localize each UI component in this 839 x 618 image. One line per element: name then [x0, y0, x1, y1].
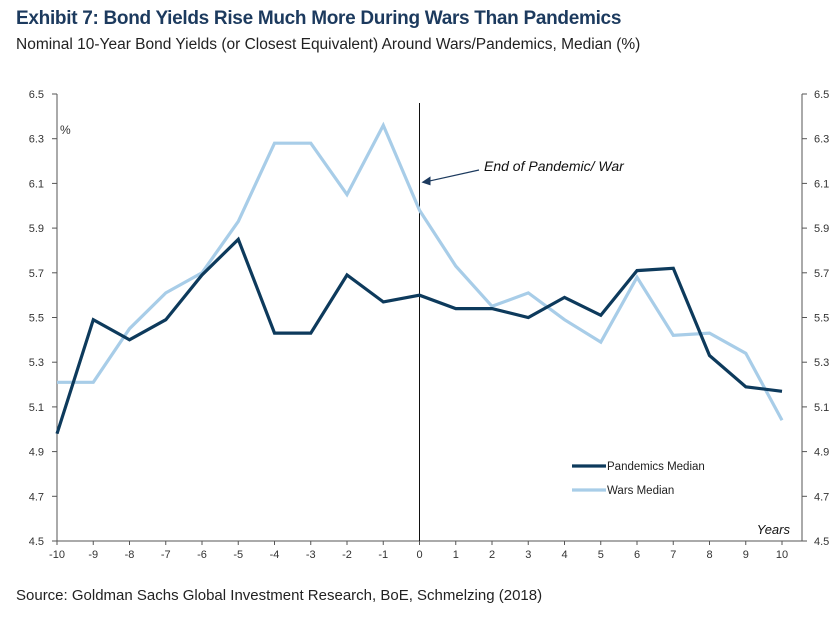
x-tick-label: 1 [453, 549, 459, 561]
annotation-arrowhead [421, 176, 431, 186]
x-tick-label: -1 [378, 549, 388, 561]
y-tick-label-left: 4.7 [29, 491, 44, 503]
x-tick-label: -5 [233, 549, 243, 561]
wars-median-line [57, 121, 784, 422]
y-tick-label-right: 5.7 [814, 268, 829, 280]
chart-legend: Pandemics Median Wars Median [572, 461, 705, 497]
x-tick-label: -7 [161, 549, 171, 561]
y-tick-label-right: 5.1 [814, 402, 829, 414]
annotation-arrow-line [427, 169, 480, 182]
x-tick-label: -9 [88, 549, 98, 561]
y-tick-label-left: 4.9 [29, 447, 44, 459]
x-tick-label: 2 [489, 549, 495, 561]
x-tick-label: 5 [598, 549, 604, 561]
y-axis-unit-label: % [60, 123, 71, 137]
chart-source: Source: Goldman Sachs Global Investment … [16, 587, 543, 604]
y-tick-label-left: 6.1 [29, 178, 44, 190]
x-tick-label: -2 [342, 549, 352, 561]
y-tick-label-left: 5.7 [29, 268, 44, 280]
chart-ticks: 4.5 4.5 4.7 4.7 4.9 4.9 5.1 5.1 5.3 5.3 5.5 5.5 5.7 5… [29, 89, 830, 561]
y-tick-label-right: 6.1 [814, 178, 829, 190]
x-tick-label: 6 [634, 549, 640, 561]
x-tick-label: 8 [706, 549, 712, 561]
y-tick-label-left: 5.3 [29, 357, 44, 369]
x-tick-label: 0 [416, 549, 422, 561]
chart-subtitle: Nominal 10-Year Bond Yields (or Closest … [16, 36, 641, 53]
y-tick-label-right: 5.9 [814, 223, 829, 235]
legend-label: Pandemics Median [607, 461, 705, 473]
y-tick-label-left: 5.1 [29, 402, 44, 414]
y-tick-label-left: 4.5 [29, 536, 44, 548]
y-tick-label-right: 4.5 [814, 536, 829, 548]
pandemics-median-line [55, 236, 783, 435]
y-tick-label-left: 6.3 [29, 134, 44, 146]
x-tick-label: 9 [743, 549, 749, 561]
y-tick-label-right: 6.5 [814, 89, 829, 101]
y-tick-label-right: 5.3 [814, 357, 829, 369]
x-tick-label: -10 [49, 549, 65, 561]
y-tick-label-right: 6.3 [814, 134, 829, 146]
y-tick-label-left: 5.9 [29, 223, 44, 235]
x-tick-label: -6 [197, 549, 207, 561]
chart-series [55, 121, 784, 435]
y-tick-label-left: 6.5 [29, 89, 44, 101]
x-axis-unit-label: Years [757, 522, 791, 537]
legend-label: Wars Median [607, 485, 674, 497]
annotation-label: End of Pandemic/ War [484, 158, 625, 174]
chart-title: Exhibit 7: Bond Yields Rise Much More Du… [16, 8, 622, 29]
x-tick-label: 4 [561, 549, 567, 561]
y-tick-label-right: 4.7 [814, 491, 829, 503]
x-tick-label: 3 [525, 549, 531, 561]
y-tick-label-right: 4.9 [814, 447, 829, 459]
y-tick-label-left: 5.5 [29, 313, 44, 325]
x-tick-label: 10 [776, 549, 788, 561]
x-tick-label: -3 [306, 549, 316, 561]
y-tick-label-right: 5.5 [814, 313, 829, 325]
x-tick-label: -4 [270, 549, 280, 561]
x-tick-label: 7 [670, 549, 676, 561]
chart-annotation: End of Pandemic/ War [421, 158, 625, 186]
x-tick-label: -8 [125, 549, 135, 561]
